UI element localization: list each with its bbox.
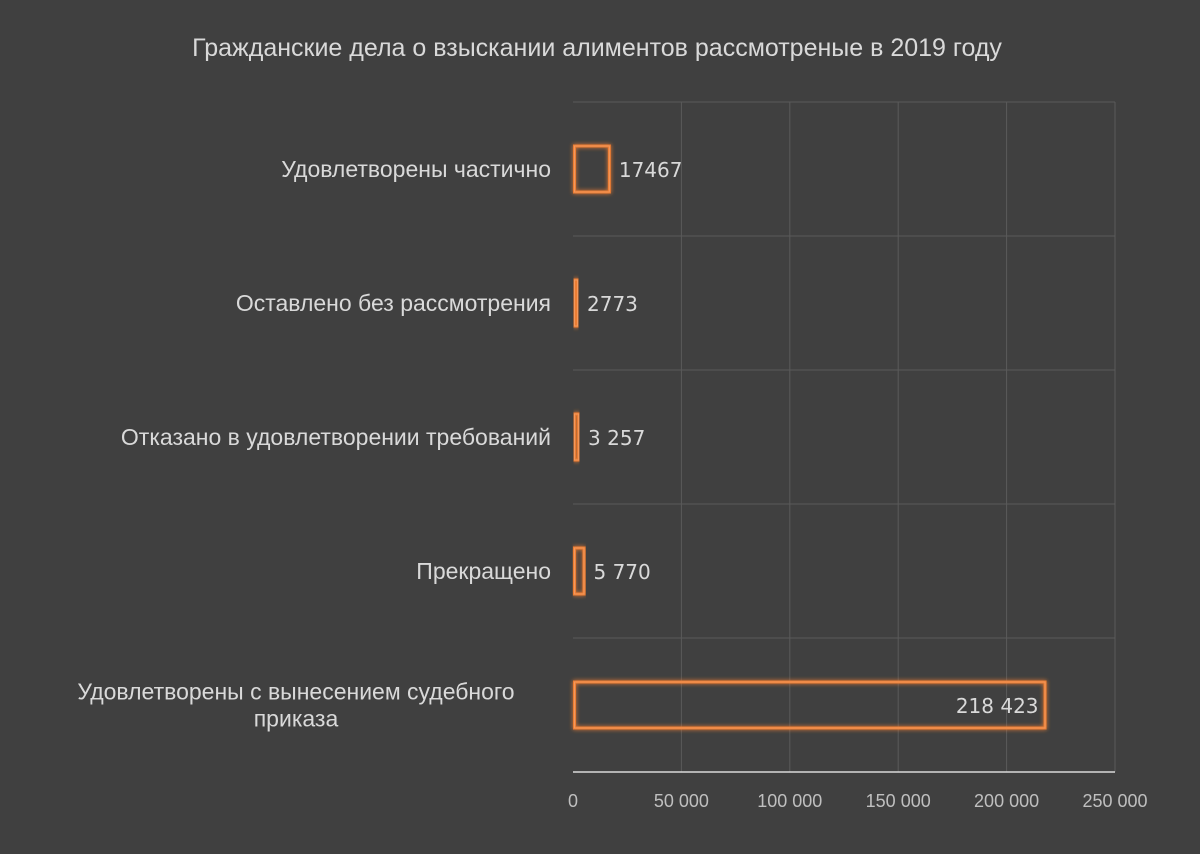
data-label: 5 770 bbox=[594, 560, 651, 584]
bar-highlight bbox=[574, 547, 585, 595]
x-axis: 0 50 000 100 000 150 000 200 000 250 000 bbox=[568, 771, 1148, 811]
bar-highlight bbox=[574, 145, 610, 193]
bar bbox=[573, 144, 611, 194]
x-tick-label: 50 000 bbox=[654, 791, 709, 811]
labels-layer: Удовлетворены частично 17467 Оставлено без… bbox=[77, 156, 1038, 732]
bar bbox=[573, 546, 586, 596]
data-label: 218 423 bbox=[956, 694, 1039, 718]
chart-title: Гражданские дела о взыскании алиментов р… bbox=[192, 34, 1002, 62]
category-label: Удовлетворены с вынесением судебного bbox=[77, 679, 514, 705]
x-tick-label: 200 000 bbox=[974, 791, 1039, 811]
x-tick-label: 250 000 bbox=[1082, 791, 1147, 811]
x-tick-label: 100 000 bbox=[757, 791, 822, 811]
bar-highlight bbox=[574, 413, 580, 461]
category-label: Прекращено bbox=[416, 558, 551, 584]
category-label: Удовлетворены частично bbox=[281, 156, 551, 182]
bars-layer bbox=[573, 144, 1047, 730]
bar-highlight bbox=[574, 681, 1046, 729]
bar-highlight bbox=[574, 279, 579, 327]
data-label: 17467 bbox=[619, 158, 683, 182]
grid-layer bbox=[573, 101, 1116, 772]
category-label: приказа bbox=[254, 706, 339, 732]
data-label: 2773 bbox=[587, 292, 638, 316]
data-label: 3 257 bbox=[588, 426, 645, 450]
bar bbox=[573, 412, 581, 462]
x-tick-label: 150 000 bbox=[866, 791, 931, 811]
x-tick-label: 0 bbox=[568, 791, 578, 811]
category-label: Оставлено без рассмотрения bbox=[236, 290, 551, 316]
category-label: Отказано в удовлетворении требований bbox=[121, 424, 551, 450]
